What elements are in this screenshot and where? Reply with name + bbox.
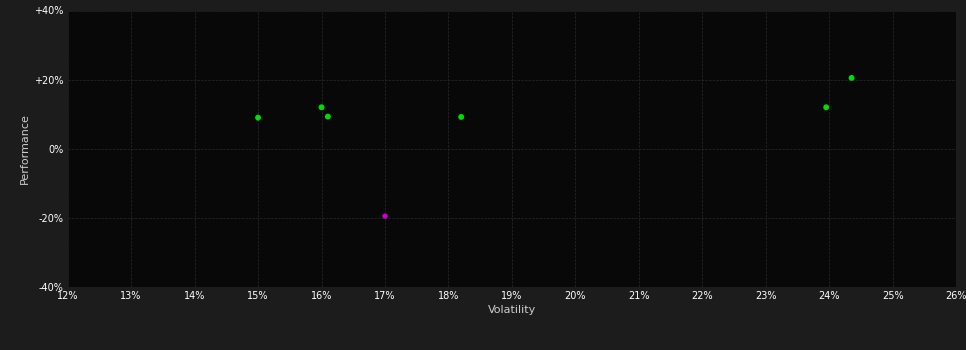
Point — [844, 75, 860, 81]
X-axis label: Volatility: Volatility — [488, 305, 536, 315]
Point — [250, 115, 266, 120]
Y-axis label: Performance: Performance — [19, 113, 30, 184]
Point — [320, 114, 335, 119]
Point — [453, 114, 469, 120]
Point — [378, 214, 393, 219]
Point — [818, 105, 834, 110]
Point — [314, 105, 329, 110]
